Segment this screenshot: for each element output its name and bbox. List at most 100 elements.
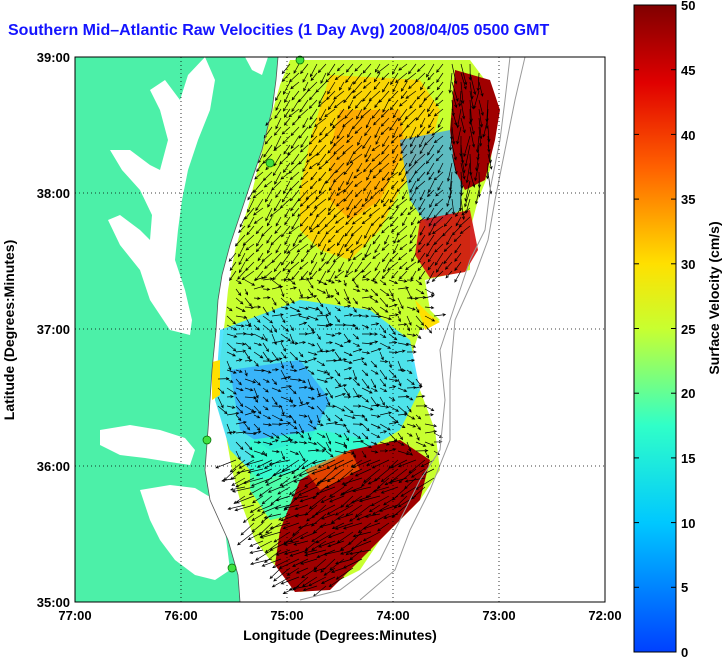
velocity-arrow [314,117,327,128]
velocity-arrow [400,207,408,217]
velocity-arrow [289,286,297,290]
velocity-arrow [264,261,273,270]
velocity-arrow [275,117,282,130]
velocity-arrow [253,405,262,415]
velocity-arrow [269,567,282,580]
velocity-arrow [397,459,417,468]
velocity-arrow [432,216,444,227]
velocity-arrow [460,153,466,174]
velocity-arrow [388,378,399,382]
velocity-arrow [409,126,417,141]
velocity-arrow [415,333,422,339]
velocity-arrow [280,333,291,342]
velocity-arrow [256,540,273,550]
velocity-arrow [352,313,363,318]
velocity-arrow [451,225,462,236]
velocity-arrow [328,576,345,587]
velocity-arrow [333,459,354,470]
velocity-arrow [309,207,318,217]
velocity-arrow [341,477,363,485]
velocity-arrow [250,477,273,487]
velocity-arrow [365,117,372,129]
velocity-arrow [253,368,266,373]
velocity-arrow [402,216,408,227]
velocity-arrow [244,450,255,458]
velocity-arrow [262,287,271,291]
velocity-arrow [266,234,273,244]
velocity-arrow [324,108,336,118]
velocity-arrow [235,279,242,285]
velocity-arrow [334,358,348,362]
velocity-arrow [469,117,475,135]
velocity-arrow [271,313,284,317]
velocity-arrow [217,377,230,381]
velocity-arrow [249,540,264,547]
velocity-arrow [408,243,417,253]
velocity-arrow [405,90,417,99]
velocity-arrow [320,558,336,573]
velocity-arrow [235,396,244,408]
velocity-arrow [266,216,273,227]
velocity-arrow [244,369,248,377]
velocity-arrow [366,171,372,181]
velocity-arrow [306,198,318,209]
velocity-arrow [372,225,381,238]
velocity-arrow [415,449,429,453]
velocity-arrow [398,270,408,280]
velocity-arrow [326,459,345,469]
velocity-arrow [316,449,326,453]
velocity-arrow [425,153,435,165]
velocity-arrow [311,252,318,264]
velocity-arrow [316,414,321,424]
velocity-arrow [382,99,390,113]
velocity-arrow [298,340,307,345]
velocity-arrow [379,306,389,313]
velocity-arrow [354,99,363,109]
velocity-arrow [272,162,282,177]
velocity-arrow [280,360,285,370]
velocity-arrow [396,225,408,236]
colorbar-ticks [634,4,676,653]
velocity-arrow [415,385,423,389]
velocity-arrow [334,369,341,377]
velocity-arrow [284,243,291,254]
velocity-arrow [221,477,237,482]
velocity-arrow [316,144,327,156]
velocity-arrow [474,189,480,205]
velocity-arrow [262,277,274,281]
velocity-arrow [397,252,408,261]
velocity-arrow [401,171,408,183]
velocity-arrow [381,225,390,234]
velocity-arrow [351,216,363,225]
velocity-arrow [316,392,329,398]
velocity-arrow [478,108,484,128]
velocity-arrow [400,90,408,100]
velocity-arrow [316,477,336,484]
colorbar-tick-labels: 50 45 40 35 30 25 20 15 10 5 0 [681,0,695,659]
velocity-arrow [325,441,332,453]
velocity-arrow [307,448,320,452]
lon-tick: 72:00 [588,608,621,623]
velocity-arrow [379,315,392,321]
velocity-arrow [323,549,345,556]
velocity-arrow [382,135,390,148]
velocity-arrow [298,432,304,439]
velocity-arrow [262,315,274,324]
velocity-arrow [388,477,408,484]
velocity-arrow [253,423,261,431]
velocity-arrow [280,297,290,306]
velocity-arrow [325,369,330,376]
velocity-arrow [235,369,243,373]
velocity-arrow [337,243,345,257]
velocity-arrow [309,180,318,190]
velocity-arrow [379,351,384,361]
velocity-arrow [307,324,315,332]
velocity-arrow [292,234,300,248]
velocity-arrow [253,351,264,359]
velocity-arrow [283,540,300,546]
velocity-arrow [318,162,327,170]
velocity-arrow [226,378,234,383]
colorbar-tick: 5 [681,580,688,595]
velocity-arrow [307,342,316,347]
velocity-arrow [333,90,345,100]
